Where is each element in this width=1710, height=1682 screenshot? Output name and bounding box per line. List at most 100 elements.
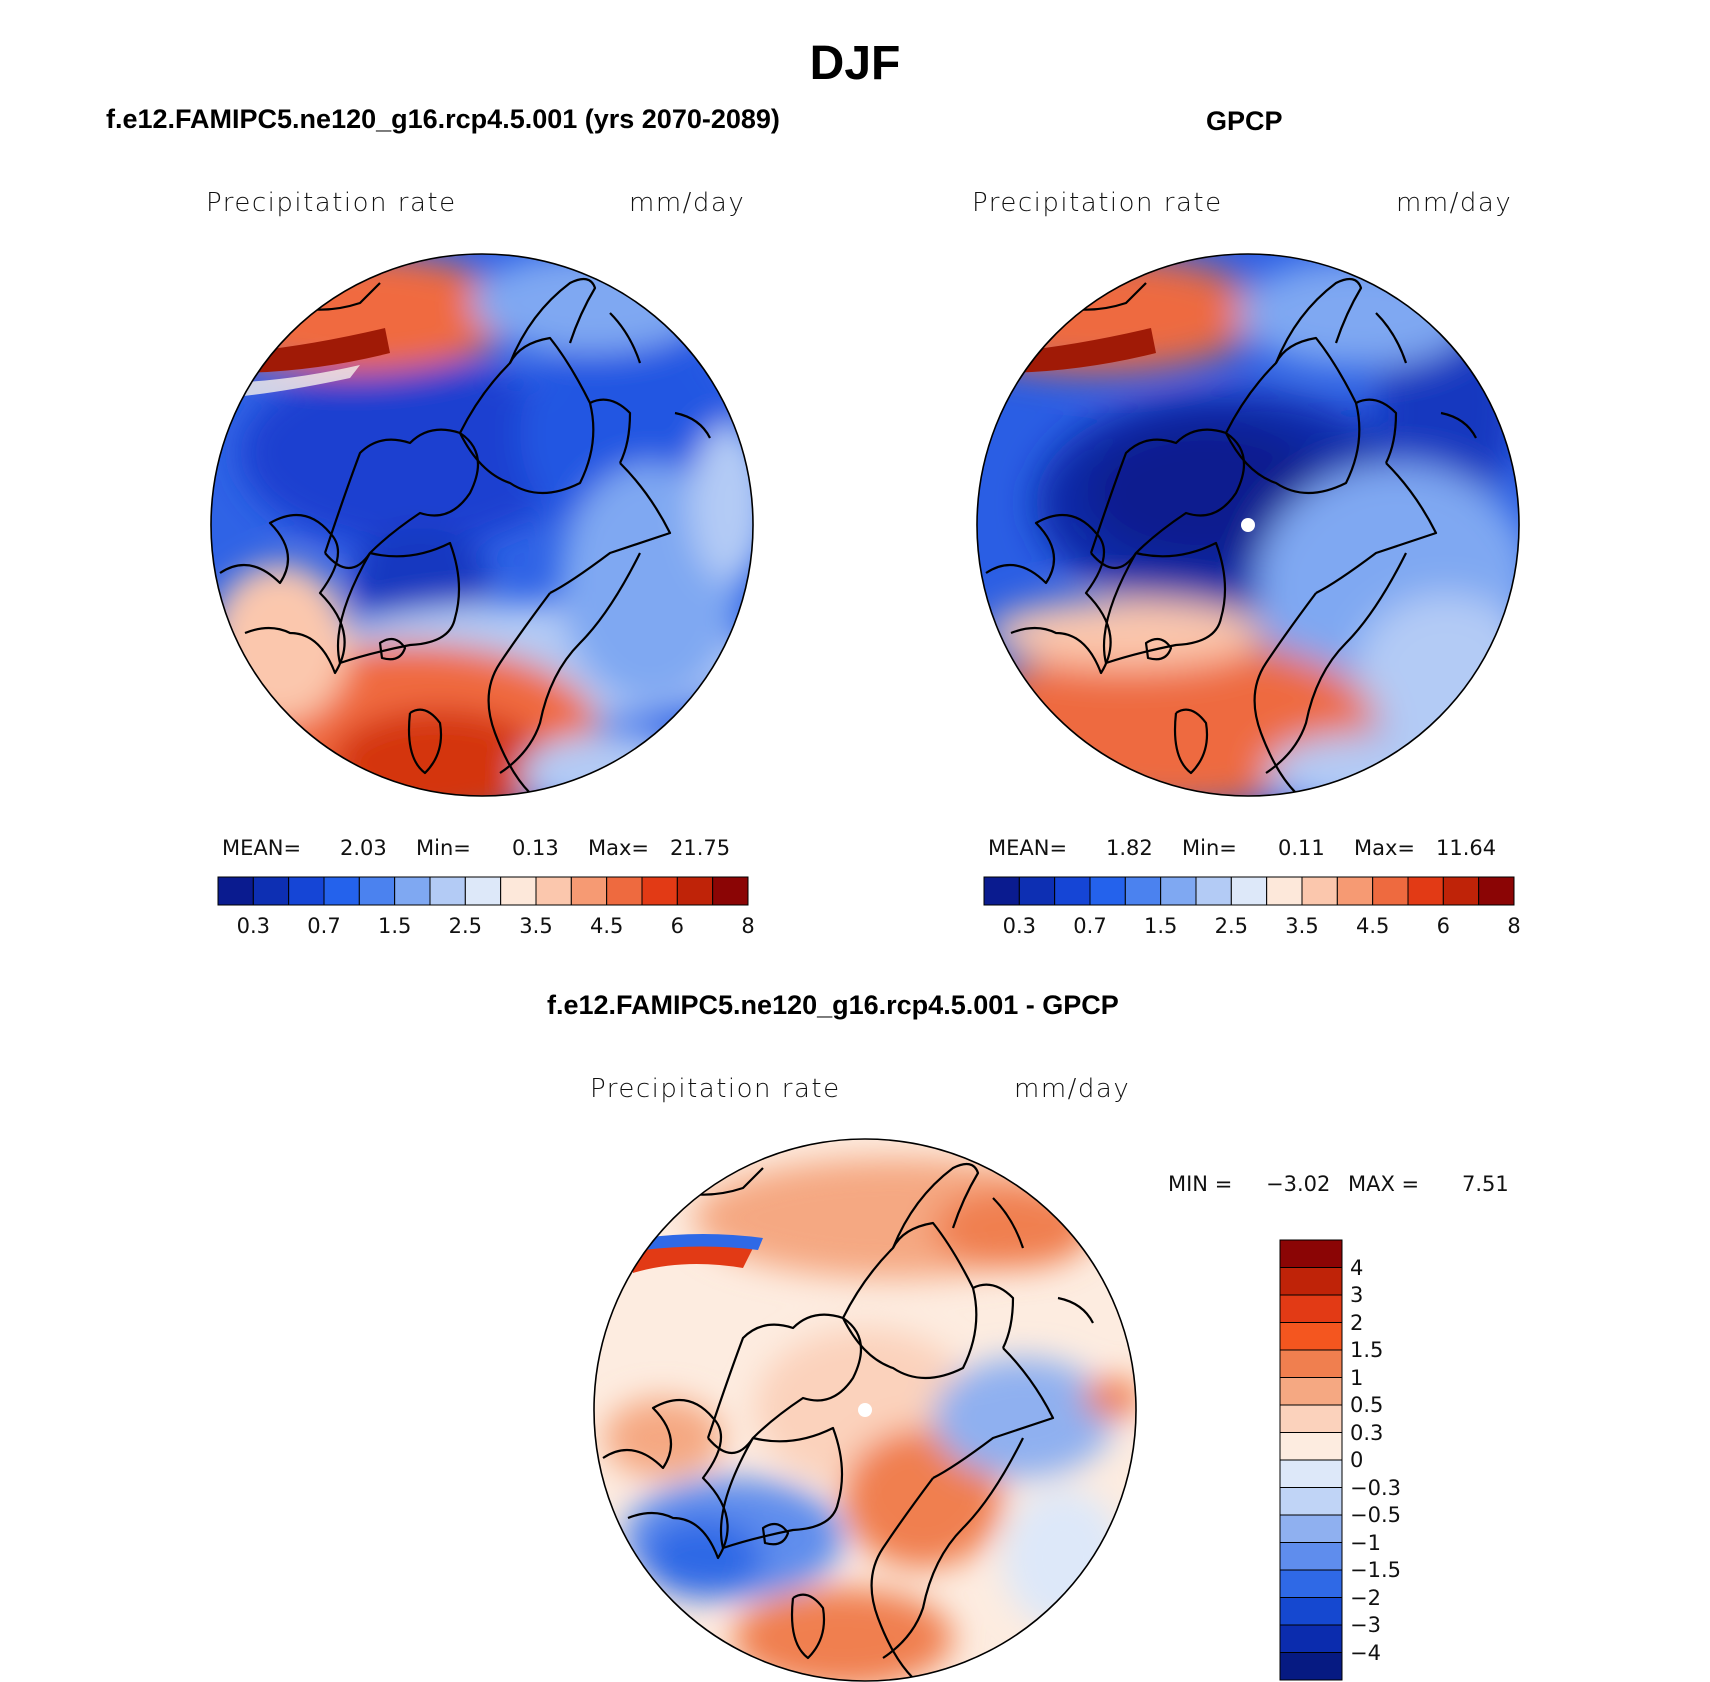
obs-colorbar-swatch [1230, 876, 1268, 906]
obs-colorbar-swatch [1195, 876, 1232, 906]
model-colorbar-swatch [535, 876, 572, 906]
diff-colorbar-ticks: 4 3 2 1.5 1 0.5 0.3 0 −0.3 −0.5 −1 −1.5 −2 −3 −4 [1350, 1240, 1440, 1680]
model-mean-label: MEAN= [222, 836, 302, 860]
model-colorbar-swatch [712, 876, 749, 906]
diff-panel-title: f.e12.FAMIPC5.ne120_g16.rcp4.5.001 - GPC… [547, 990, 1119, 1020]
diff-colorbar-tick-label: −1.5 [1350, 1558, 1401, 1582]
obs-max-label: Max= [1354, 836, 1416, 860]
diff-colorbar-swatch [1279, 1514, 1343, 1543]
diff-max-value: 7.51 [1462, 1172, 1509, 1196]
obs-colorbar-swatch [1407, 876, 1444, 906]
model-colorbar-tick-label: 4.5 [589, 914, 624, 938]
model-max-label: Max= [588, 836, 650, 860]
model-colorbar-ticks: 0.3 0.7 1.5 2.5 3.5 4.5 6 8 [218, 914, 755, 940]
obs-colorbar-swatch [1336, 876, 1374, 906]
model-colorbar-swatch [464, 876, 502, 906]
model-colorbar-swatch [252, 876, 290, 906]
model-colorbar-swatch [288, 876, 325, 906]
diff-colorbar-swatch [1279, 1294, 1343, 1323]
diff-polar-map [593, 1138, 1137, 1682]
obs-colorbar-tick-label: 4.5 [1355, 914, 1390, 938]
diff-colorbar-swatch [1279, 1652, 1343, 1681]
diff-colorbar-swatch [1279, 1542, 1343, 1571]
diff-colorbar-swatch [1279, 1239, 1343, 1268]
diff-colorbar-tick-label: 3 [1350, 1283, 1364, 1307]
diff-min-value: −3.02 [1266, 1172, 1331, 1196]
diff-colorbar-tick-label: 0.3 [1350, 1420, 1384, 1445]
obs-colorbar-swatch [1478, 876, 1515, 906]
model-units-label: mm/day [629, 188, 746, 218]
model-min-label: Min= [416, 836, 471, 860]
model-stats: MEAN= 2.03 Min= 0.13 Max= 21.75 [222, 836, 762, 862]
obs-colorbar-tick-label: 6 [1436, 914, 1451, 938]
diff-max-label: MAX = [1348, 1172, 1420, 1196]
model-colorbar-tick-label: 6 [670, 914, 685, 938]
diff-colorbar-tick-label: 1.5 [1350, 1338, 1384, 1362]
obs-panel-title: GPCP [1206, 106, 1283, 136]
diff-colorbar-tick-label: −1 [1350, 1530, 1381, 1555]
diff-colorbar-swatch [1279, 1459, 1343, 1488]
model-variable-label: Precipitation rate [206, 188, 457, 218]
diff-colorbar-tick-label: 0.5 [1350, 1393, 1384, 1417]
diff-colorbar-swatch [1279, 1404, 1343, 1433]
diff-colorbar-tick-label: 1 [1350, 1365, 1364, 1390]
diff-stats: MIN = −3.02 MAX = 7.51 [1168, 1172, 1528, 1198]
diff-min-label: MIN = [1168, 1172, 1233, 1196]
obs-stats: MEAN= 1.82 Min= 0.11 Max= 11.64 [988, 836, 1528, 862]
model-colorbar-swatch [217, 876, 254, 906]
diff-colorbar-swatch [1279, 1569, 1343, 1598]
obs-colorbar [983, 876, 1515, 906]
diff-colorbar-swatch [1279, 1267, 1343, 1296]
obs-colorbar-swatch [1301, 876, 1338, 906]
model-colorbar-tick-label: 2.5 [448, 914, 483, 938]
diff-colorbar-tick-label: −0.3 [1350, 1475, 1401, 1500]
diff-colorbar-swatch [1279, 1432, 1343, 1461]
diff-colorbar-swatch [1279, 1624, 1343, 1653]
obs-min-value: 0.11 [1278, 836, 1325, 860]
obs-units-label: mm/day [1396, 188, 1513, 218]
model-colorbar-swatch [358, 876, 396, 906]
diff-colorbar-tick-label: −3 [1350, 1613, 1381, 1637]
diff-colorbar-swatch [1279, 1487, 1343, 1516]
model-mean-value: 2.03 [340, 836, 387, 860]
diff-variable-label: Precipitation rate [590, 1074, 841, 1104]
obs-colorbar-swatch [983, 876, 1020, 906]
model-colorbar [217, 876, 749, 906]
diff-units-label: mm/day [1014, 1074, 1131, 1104]
diff-colorbar-tick-label: −4 [1350, 1640, 1381, 1665]
model-colorbar-swatch [676, 876, 714, 906]
obs-colorbar-tick-label: 2.5 [1214, 914, 1249, 938]
obs-mean-label: MEAN= [988, 836, 1068, 860]
obs-mean-value: 1.82 [1106, 836, 1153, 860]
diff-colorbar-tick-label: 2 [1350, 1310, 1364, 1335]
model-colorbar-swatch [323, 876, 360, 906]
diff-colorbar-tick-label: 4 [1350, 1255, 1364, 1280]
model-colorbar-swatch [500, 876, 537, 906]
model-colorbar-tick-label: 0.7 [307, 914, 341, 938]
model-colorbar-tick-label: 0.3 [236, 914, 271, 938]
diff-colorbar-tick-label: −2 [1350, 1585, 1381, 1610]
obs-colorbar-tick-label: 8 [1507, 914, 1521, 938]
obs-colorbar-swatch [1018, 876, 1056, 906]
obs-colorbar-tick-label: 0.3 [1002, 914, 1037, 938]
model-colorbar-tick-label: 1.5 [377, 914, 412, 938]
model-panel-title: f.e12.FAMIPC5.ne120_g16.rcp4.5.001 (yrs … [106, 104, 780, 134]
obs-colorbar-ticks: 0.3 0.7 1.5 2.5 3.5 4.5 6 8 [984, 914, 1521, 940]
model-colorbar-swatch [641, 876, 678, 906]
obs-colorbar-swatch [1160, 876, 1197, 906]
model-colorbar-swatch [394, 876, 431, 906]
model-colorbar-swatch [429, 876, 466, 906]
model-colorbar-swatch [606, 876, 643, 906]
obs-colorbar-swatch [1372, 876, 1409, 906]
obs-colorbar-tick-label: 0.7 [1073, 914, 1107, 938]
diff-colorbar-swatch [1279, 1349, 1343, 1378]
obs-colorbar-swatch [1124, 876, 1162, 906]
obs-colorbar-swatch [1266, 876, 1303, 906]
obs-polar-map [976, 253, 1520, 797]
figure-title: DJF [809, 37, 901, 90]
diff-colorbar-tick-label: 0 [1350, 1448, 1364, 1472]
obs-colorbar-swatch [1442, 876, 1480, 906]
obs-colorbar-tick-label: 3.5 [1285, 914, 1319, 938]
model-colorbar-swatch [570, 876, 608, 906]
diff-colorbar-tick-label: −0.5 [1350, 1503, 1401, 1527]
